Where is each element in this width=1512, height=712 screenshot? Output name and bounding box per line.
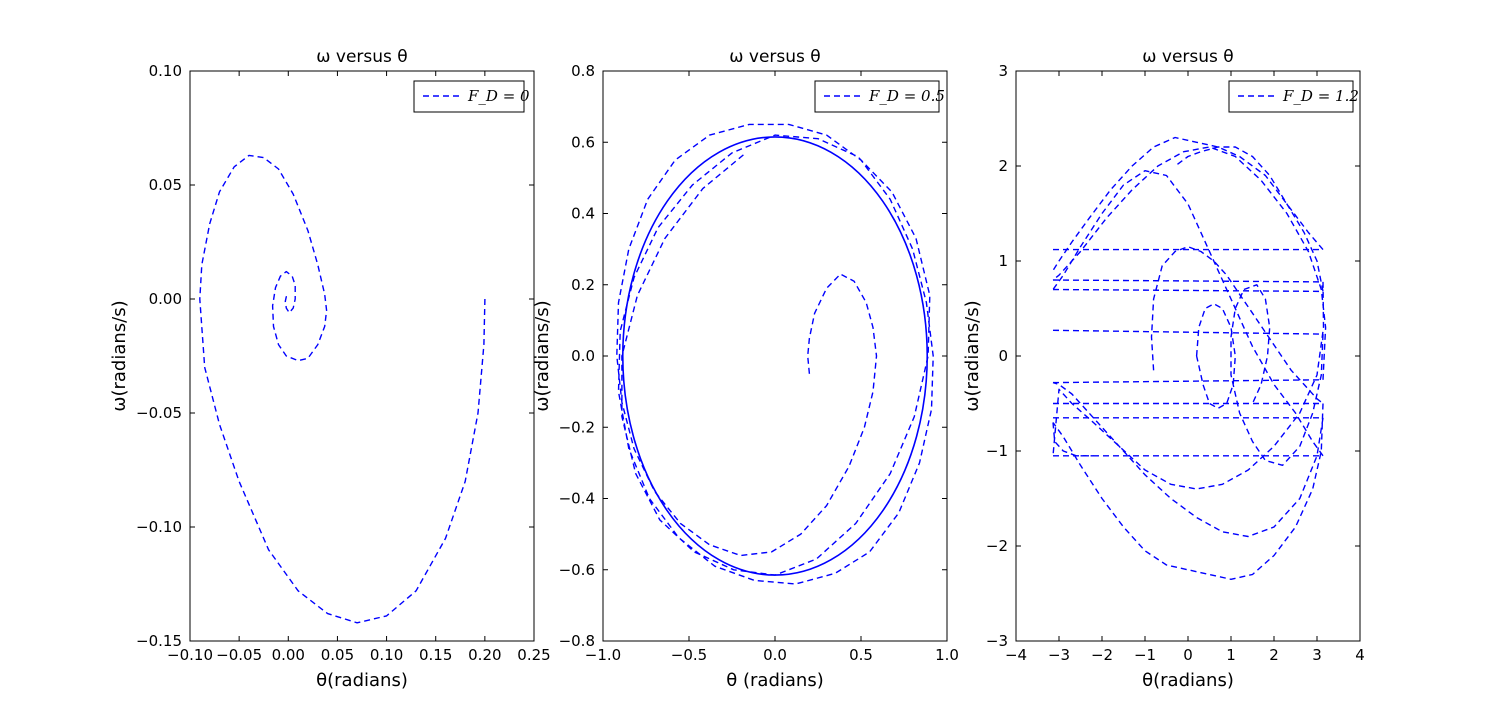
legend: F_D = 0 [413,80,530,113]
y-tick-label: 0.8 [571,62,595,80]
legend-label: F_D = 0 [467,87,530,105]
y-tick-label: 0.00 [149,290,182,308]
tick-group: −1.0 −0.5 0.0 0.5 1.0 −0.8 −0.6 −0.4 −0.2 0.0 0.2 0… [559,62,959,664]
y-axis-label: ω(radians/s) [532,300,553,411]
x-tick-label: −4 [1005,646,1027,664]
subplot-title: ω versus θ [316,47,407,67]
x-tick-label: −0.10 [167,646,213,664]
y-tick-label: 0.10 [149,62,182,80]
x-tick-label: 0.00 [272,646,305,664]
x-tick-label: 1 [1226,646,1236,664]
legend-label: F_D = 1.2 [1282,87,1359,105]
y-axis-label: ω(radians/s) [962,300,983,411]
series-line [616,123,934,585]
y-tick-label: 3 [998,62,1008,80]
series-line-segment [1052,329,1324,335]
y-tick-label: −2 [986,537,1008,555]
subplot-fd-0: ω versus θ −0.10 −0.05 0.00 0.05 0.10 0.15 0.2… [109,47,551,691]
subplot-fd-0-5: ω versus θ −1.0 −0.5 0.0 0.5 1.0 −0.8 −0.6 −0.4… [532,47,959,691]
x-tick-label: 0.0 [763,646,787,664]
y-tick-label: −0.4 [559,490,595,508]
x-tick-label: 2 [1269,646,1279,664]
limit-cycle-line [621,136,929,576]
y-tick-label: −0.05 [136,404,182,422]
plot-area [1052,136,1327,580]
y-tick-label: 0 [998,347,1008,365]
x-tick-label: −1 [1134,646,1156,664]
series-line-segment [1052,403,1324,580]
series-line-segment [1052,136,1324,271]
y-tick-label: −0.8 [559,632,595,650]
x-tick-label: −0.5 [671,646,707,664]
series-line-segment [1052,381,1324,538]
y-tick-label: 0.0 [571,347,595,365]
series-line-segment [1052,146,1327,380]
y-tick-label: −0.10 [136,518,182,536]
series-line-segment [1052,379,1324,384]
subplot-title: ω versus θ [1142,47,1233,67]
series-line [199,154,486,624]
y-tick-label: −0.6 [559,561,595,579]
plot-frame [189,70,535,642]
series-line-segment [1052,170,1324,457]
series-line-segment [1052,422,1094,457]
x-tick-label: 1.0 [935,646,959,664]
x-tick-label: 3 [1312,646,1322,664]
tick-group: −0.10 −0.05 0.00 0.05 0.10 0.15 0.20 0.25−0.15−… [136,62,551,664]
legend-label: F_D = 0.5 [868,87,945,105]
series-line-segment [1230,284,1324,466]
x-tick-label: 0.05 [321,646,354,664]
y-tick-label: 0.05 [149,176,182,194]
x-tick-label: 0.20 [468,646,501,664]
y-axis-label: ω(radians/s) [109,300,130,411]
y-tick-label: 0.4 [571,205,595,223]
x-tick-label: 0 [1183,646,1193,664]
y-tick-label: 1 [998,252,1008,270]
x-tick-label: 0.5 [849,646,873,664]
x-tick-label: 0.15 [419,646,452,664]
plot-area [616,123,934,585]
series-line-segment [1195,303,1236,409]
legend: F_D = 0.5 [814,80,945,113]
x-axis-label: θ(radians) [1142,670,1234,691]
legend-box [1228,80,1354,113]
series-line-segment [1150,246,1324,405]
x-axis-label: θ (radians) [726,670,823,691]
y-tick-label: 2 [998,157,1008,175]
y-tick-label: 0.6 [571,133,595,151]
y-tick-label: −0.15 [136,632,182,650]
series-line-segment [1174,146,1324,292]
legend: F_D = 1.2 [1228,80,1359,113]
plot-area [199,154,486,624]
x-tick-label: −3 [1048,646,1070,664]
x-tick-label: −1.0 [585,646,621,664]
y-tick-label: 0.2 [571,276,595,294]
x-tick-label: 4 [1355,646,1365,664]
x-tick-label: −0.05 [216,646,262,664]
subplot-title: ω versus θ [729,47,820,67]
series-line-segment [1052,279,1324,283]
y-tick-label: −0.2 [559,418,595,436]
x-axis-label: θ(radians) [316,670,408,691]
x-tick-label: 0.25 [517,646,550,664]
y-tick-label: −1 [986,442,1008,460]
series-line-segment [1052,281,1325,490]
legend-box [413,80,525,113]
x-tick-label: 0.10 [370,646,403,664]
series-line-segment [1052,288,1324,293]
y-tick-label: −3 [986,632,1008,650]
x-tick-label: −2 [1091,646,1113,664]
